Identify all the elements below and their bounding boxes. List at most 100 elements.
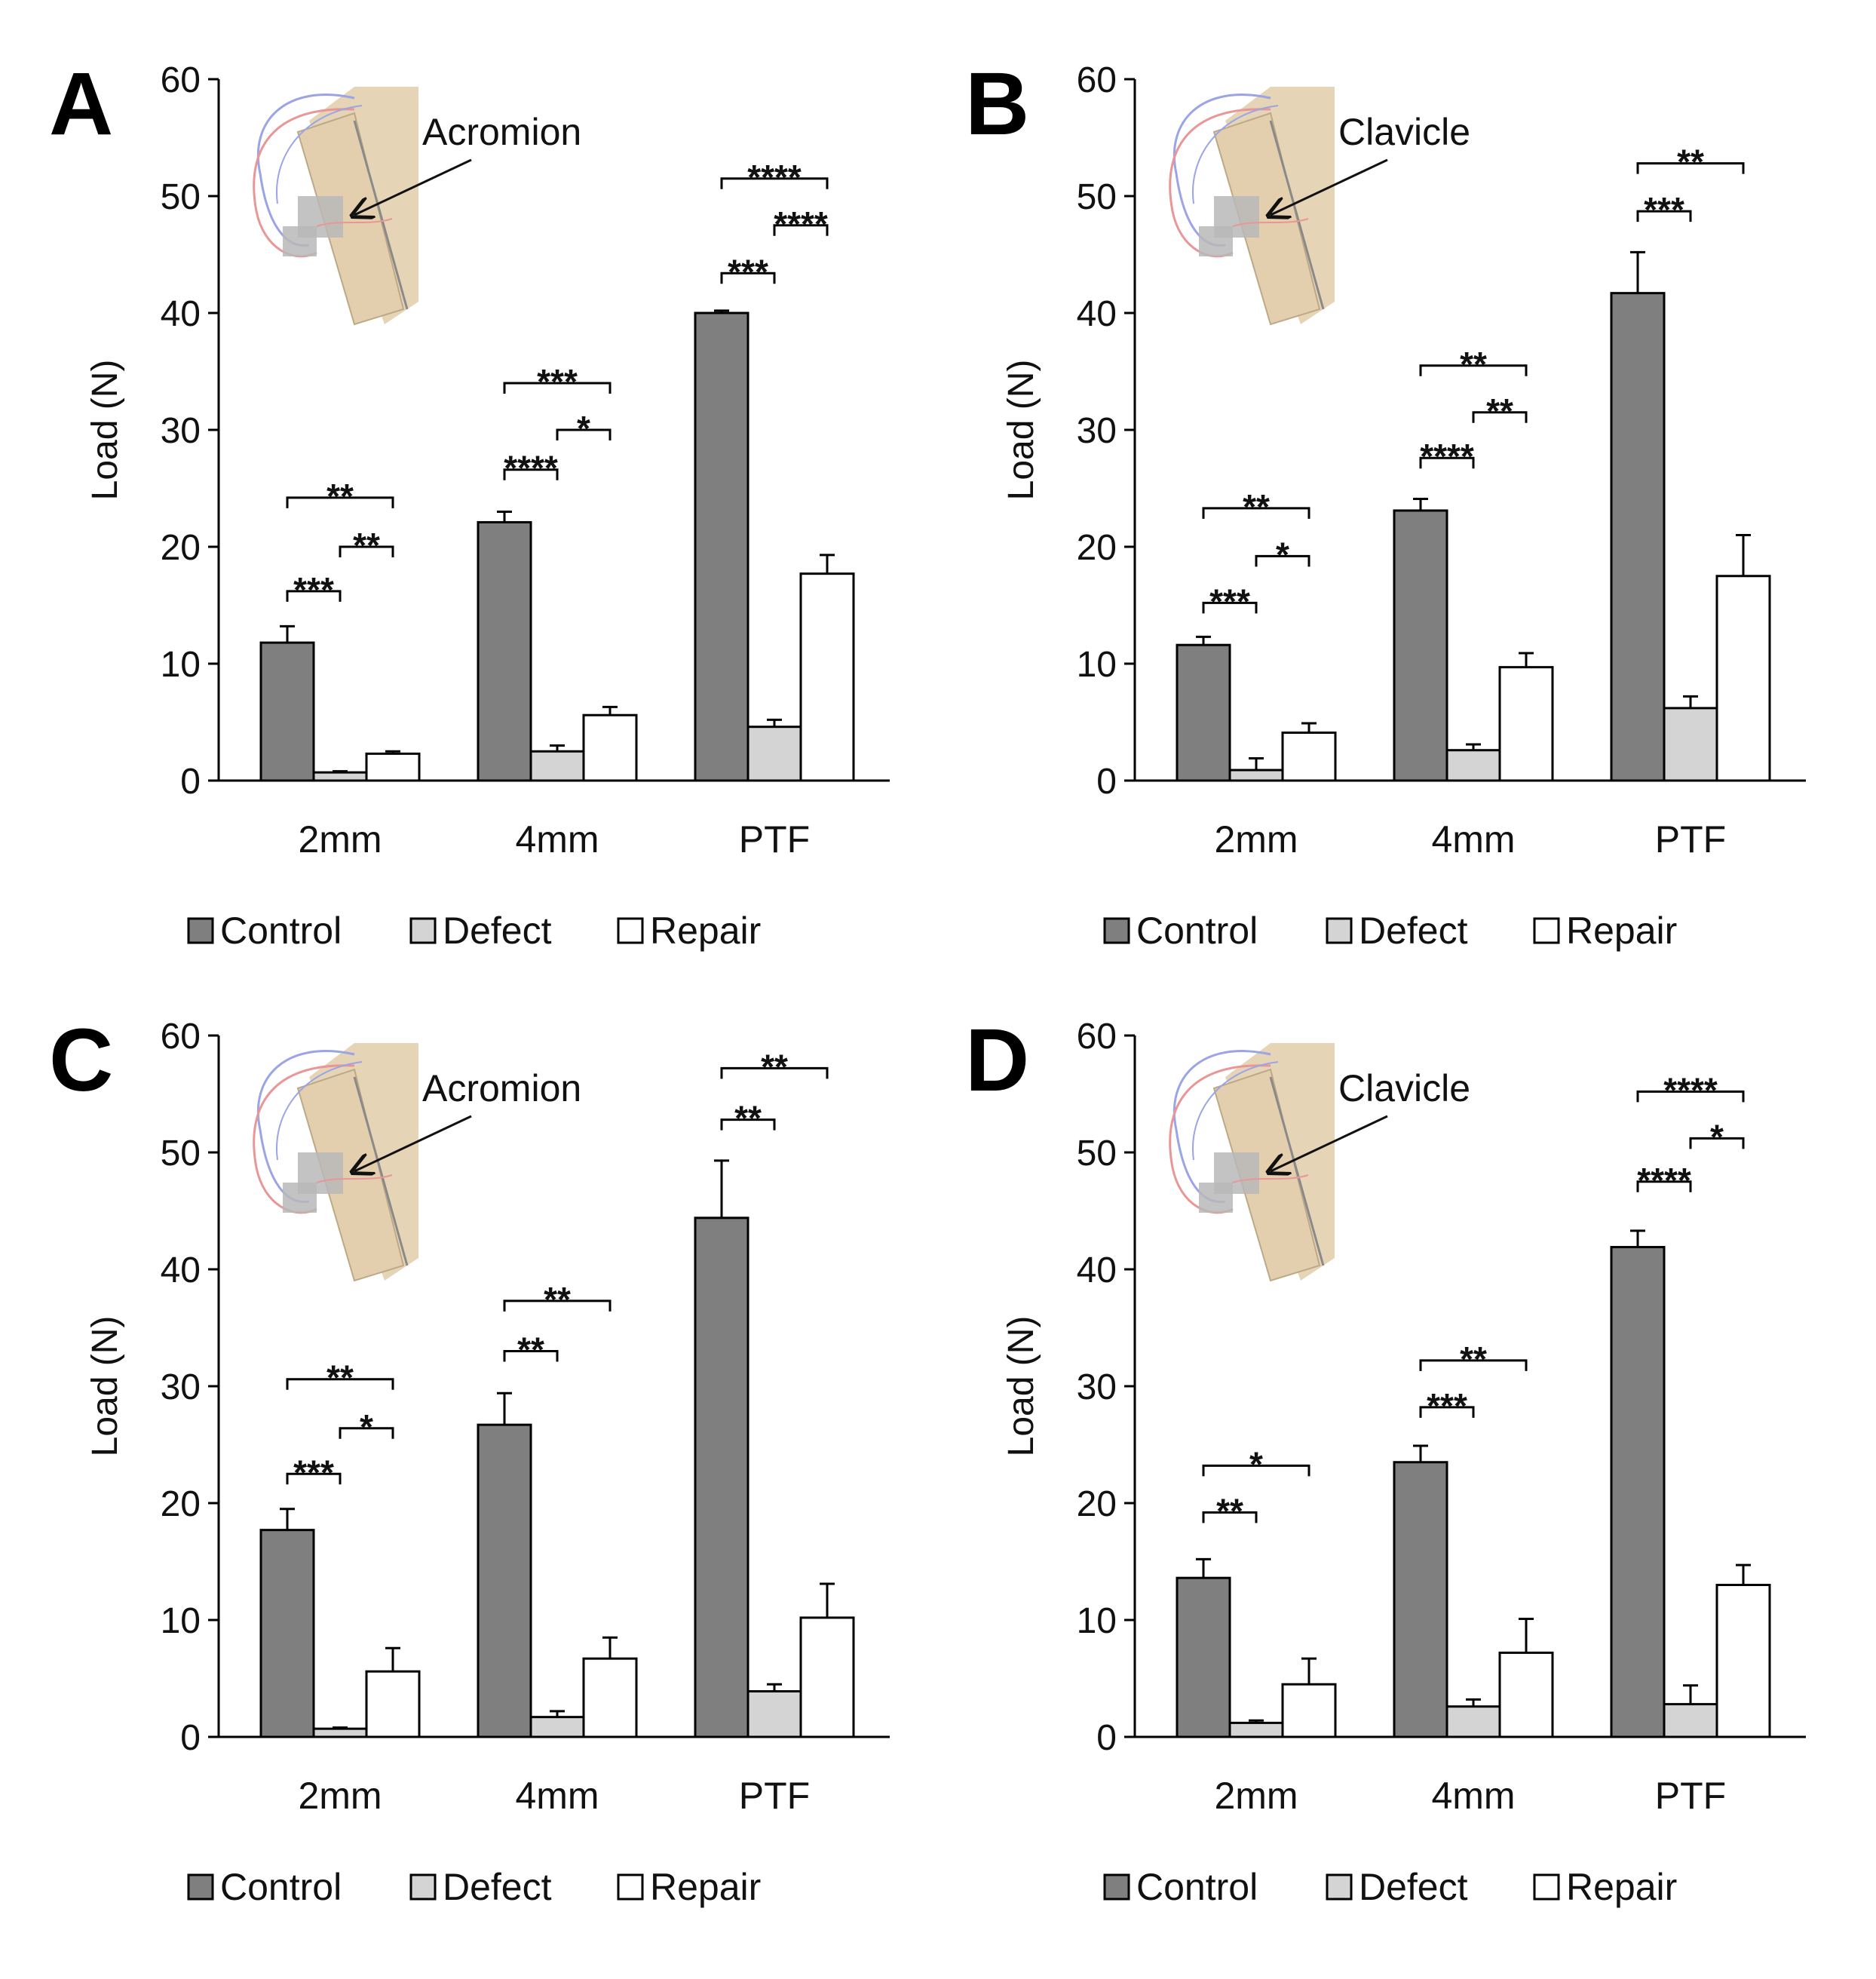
significance-label: * [1276, 535, 1289, 574]
x-tick-label: 2mm [298, 1775, 382, 1817]
bar-control-4mm [477, 1423, 532, 1738]
significance-bracket [1419, 364, 1528, 376]
significance-bracket [286, 590, 342, 602]
y-tick-label: 10 [1077, 1601, 1117, 1641]
bar-repair-4mm [582, 713, 638, 782]
x-tick-label: 4mm [1431, 1775, 1515, 1817]
legend-label-defect: Defect [443, 910, 552, 952]
significance-label: **** [1420, 437, 1474, 476]
y-tick-label: 60 [1077, 60, 1117, 100]
significance-label: ** [761, 1047, 788, 1086]
legend-swatch-control [1103, 1873, 1130, 1901]
significance-label: * [1710, 1117, 1724, 1156]
panel-letter: D [965, 1011, 1029, 1110]
bar-control-ptf [1610, 1246, 1666, 1738]
bar-control-ptf [694, 1217, 749, 1738]
chart-panel-a: A Acromion 0 10 20 30 40 50 60 Load (N) 2mm 4mm PTF *… [49, 54, 890, 952]
y-tick-label: 30 [1077, 1367, 1117, 1407]
significance-bracket [1689, 1137, 1745, 1149]
bar-repair-ptf [799, 572, 855, 782]
inset-arrow [354, 1115, 472, 1171]
bar-control-4mm [1393, 509, 1448, 782]
bar-control-4mm [1393, 1461, 1448, 1738]
y-tick-label: 10 [161, 645, 201, 685]
significance-bracket [1202, 1464, 1310, 1477]
y-tick-label: 50 [161, 177, 201, 217]
y-tick-label: 40 [161, 1250, 201, 1290]
significance-label: ** [517, 1330, 544, 1370]
y-tick-label: 40 [1077, 1250, 1117, 1290]
significance-label: ** [353, 526, 380, 565]
y-tick-label: 60 [161, 60, 201, 100]
significance-label: *** [1209, 581, 1250, 621]
bar-repair-2mm [1281, 1683, 1337, 1738]
legend-label-control: Control [1136, 1866, 1258, 1908]
significance-bracket [286, 1472, 342, 1485]
significance-label: *** [1644, 190, 1684, 229]
significance-bracket [1255, 554, 1310, 567]
y-tick-label: 10 [161, 1601, 201, 1641]
bar-control-2mm [1176, 1576, 1231, 1738]
legend-swatch-defect [409, 1873, 437, 1901]
bar-repair-2mm [1281, 731, 1337, 782]
anatomy-inset-illustration [1169, 87, 1335, 326]
significance-label: *** [537, 362, 578, 401]
significance-bracket [503, 1299, 612, 1312]
bar-defect-ptf [1663, 707, 1718, 782]
bar-control-2mm [259, 641, 315, 782]
legend-swatch-defect [1326, 917, 1353, 944]
significance-bracket [1419, 456, 1475, 469]
x-tick-label: PTF [1655, 818, 1726, 861]
bar-repair-2mm [365, 1670, 421, 1738]
y-tick-label: 10 [1077, 645, 1117, 685]
legend-swatch-defect [409, 917, 437, 944]
bar-defect-ptf [1663, 1703, 1718, 1738]
x-tick-label: 2mm [298, 818, 382, 861]
significance-bracket [1636, 1090, 1745, 1103]
significance-label: **** [1637, 1161, 1691, 1200]
y-tick-label: 50 [161, 1134, 201, 1174]
y-tick-label: 60 [1077, 1017, 1117, 1057]
significance-bracket [720, 272, 776, 284]
legend-label-repair: Repair [1566, 910, 1677, 952]
significance-label: * [360, 1407, 373, 1447]
chart-panel-b: B Clavicle 0 10 20 30 40 50 60 Load (N) 2mm 4mm PTF *… [965, 54, 1806, 952]
chart-panel-d: D Clavicle 0 10 20 30 40 50 60 Load (N) 2mm 4mm PTF *… [965, 1011, 1806, 1908]
panel-letter: A [49, 54, 113, 154]
significance-bracket [503, 1350, 559, 1362]
legend-swatch-repair [617, 917, 644, 944]
bar-repair-4mm [1498, 666, 1554, 782]
legend-swatch-control [1103, 917, 1130, 944]
x-tick-label: PTF [1655, 1775, 1726, 1817]
significance-bracket [1636, 162, 1745, 174]
bar-repair-ptf [1715, 575, 1771, 782]
bar-repair-4mm [1498, 1651, 1554, 1738]
x-tick-label: 4mm [1431, 818, 1515, 861]
significance-label: * [1249, 1444, 1263, 1483]
legend-label-control: Control [220, 910, 342, 952]
x-tick-label: 2mm [1214, 1775, 1298, 1817]
legend-swatch-repair [1533, 917, 1560, 944]
anatomy-inset-illustration [253, 1043, 418, 1282]
bar-defect-2mm [1228, 1721, 1284, 1738]
significance-label: **** [504, 449, 558, 488]
significance-bracket [1472, 411, 1528, 423]
bar-control-2mm [1176, 643, 1231, 782]
bar-control-ptf [1610, 292, 1666, 782]
significance-bracket [503, 468, 559, 480]
bar-repair-ptf [799, 1616, 855, 1738]
bar-control-2mm [259, 1529, 315, 1738]
x-tick-label: PTF [739, 818, 810, 861]
panel-letter: B [965, 54, 1029, 154]
y-tick-label: 50 [1077, 1134, 1117, 1174]
inset-arrow [1271, 158, 1388, 215]
bar-repair-ptf [1715, 1584, 1771, 1738]
legend-label-repair: Repair [1566, 1866, 1677, 1908]
y-tick-label: 50 [1077, 177, 1117, 217]
significance-label: ** [544, 1280, 571, 1319]
significance-label: ** [1460, 345, 1487, 384]
legend-label-control: Control [1136, 910, 1258, 952]
inset-label: Acromion [422, 111, 581, 153]
significance-label: *** [728, 252, 768, 291]
